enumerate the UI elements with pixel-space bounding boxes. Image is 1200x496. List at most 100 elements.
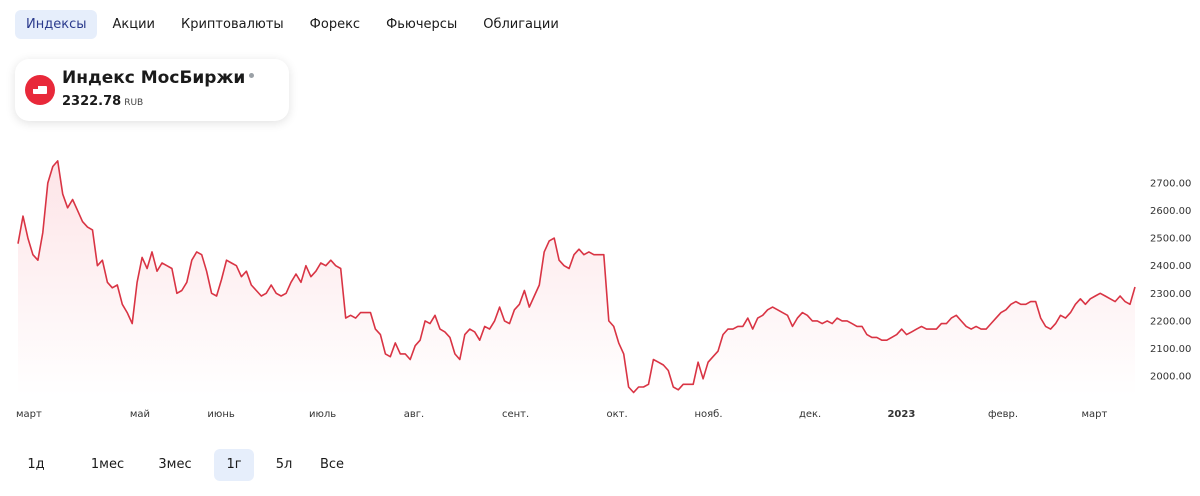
- chart-point: [157, 271, 158, 272]
- chart-point: [866, 334, 867, 335]
- tab-indices[interactable]: Индексы: [15, 10, 98, 39]
- period-1m-button[interactable]: 1мес: [90, 457, 125, 472]
- tab-futures[interactable]: Фьючерсы: [386, 17, 458, 32]
- chart-point: [32, 254, 33, 255]
- chart-point: [1015, 301, 1016, 302]
- chart-point: [1115, 301, 1116, 302]
- period-5y-button[interactable]: 5л: [275, 457, 293, 472]
- chart-point: [896, 334, 897, 335]
- chart-point: [226, 260, 227, 261]
- chart-point: [554, 238, 555, 239]
- tab-bonds[interactable]: Облигации: [483, 17, 559, 32]
- chart-point: [951, 318, 952, 319]
- period-all-button[interactable]: Все: [319, 457, 345, 472]
- chart-point: [678, 389, 679, 390]
- chart-point: [906, 334, 907, 335]
- chart-point: [499, 307, 500, 308]
- chart-point: [127, 312, 128, 313]
- chart-point: [176, 293, 177, 294]
- chart-point: [345, 318, 346, 319]
- chart-point: [842, 320, 843, 321]
- period-1y-button[interactable]: 1г: [214, 449, 254, 481]
- chart-point: [23, 216, 24, 217]
- chart-point: [708, 362, 709, 363]
- chart-point: [77, 210, 78, 211]
- chart-point: [524, 290, 525, 291]
- chart-point: [246, 271, 247, 272]
- chart-point: [633, 392, 634, 393]
- chart-point: [449, 337, 450, 338]
- x-tick-label: 2023: [887, 409, 915, 420]
- chart-point: [747, 318, 748, 319]
- chart-point: [966, 326, 967, 327]
- chart-point: [579, 249, 580, 250]
- chart-area: [18, 160, 1135, 396]
- chart-point: [97, 265, 98, 266]
- chart-point: [648, 384, 649, 385]
- chart-point: [47, 183, 48, 184]
- chart-point: [549, 240, 550, 241]
- instrument-currency: RUB: [124, 98, 144, 108]
- chart-point: [117, 285, 118, 286]
- tab-stocks[interactable]: Акции: [112, 17, 155, 32]
- chart-point: [464, 334, 465, 335]
- instrument-card[interactable]: Индекс МосБиржи 2322.78 RUB: [15, 59, 289, 121]
- chart-point: [593, 254, 594, 255]
- price-chart[interactable]: 2700.00 2600.00 2500.00 2400.00 2300.00 2200.…: [0, 0, 1200, 440]
- chart-point: [266, 293, 267, 294]
- y-tick-label: 2200.00: [1150, 316, 1191, 327]
- chart-point: [415, 345, 416, 346]
- chart-point: [936, 329, 937, 330]
- chart-point: [142, 257, 143, 258]
- chart-point: [812, 320, 813, 321]
- tab-forex[interactable]: Форекс: [309, 17, 361, 32]
- chart-point: [574, 254, 575, 255]
- chart-point: [534, 296, 535, 297]
- x-tick-label: дек.: [799, 409, 821, 420]
- chart-point: [370, 312, 371, 313]
- chart-point: [330, 260, 331, 261]
- chart-point: [256, 290, 257, 291]
- chart-point: [1095, 296, 1096, 297]
- chart-point: [827, 320, 828, 321]
- chart-point: [251, 285, 252, 286]
- chart-point: [539, 285, 540, 286]
- chart-point: [484, 326, 485, 327]
- chart-point: [564, 265, 565, 266]
- chart-point: [310, 276, 311, 277]
- chart-point: [132, 323, 133, 324]
- chart-point: [137, 282, 138, 283]
- chart-point: [514, 309, 515, 310]
- chart-point: [201, 254, 202, 255]
- period-3m-button[interactable]: 3мес: [158, 457, 192, 472]
- chart-point: [921, 326, 922, 327]
- x-tick-label: июль: [309, 409, 336, 420]
- chart-point: [236, 265, 237, 266]
- chart-point: [191, 260, 192, 261]
- chart-point: [430, 323, 431, 324]
- chart-point: [380, 334, 381, 335]
- period-1d-button[interactable]: 1д: [27, 457, 45, 472]
- chart-point: [276, 293, 277, 294]
- chart-point: [991, 323, 992, 324]
- chart-point: [241, 276, 242, 277]
- x-tick-label: март: [1081, 409, 1107, 420]
- chart-point: [792, 326, 793, 327]
- chart-point: [474, 331, 475, 332]
- chart-point: [847, 320, 848, 321]
- instrument-value-row: 2322.78 RUB: [62, 94, 143, 109]
- chart-point: [395, 342, 396, 343]
- chart-point: [459, 359, 460, 360]
- y-tick-label: 2700.00: [1150, 179, 1191, 190]
- moex-logo-icon: [25, 75, 55, 105]
- chart-point: [544, 251, 545, 252]
- x-tick-label: окт.: [607, 409, 628, 420]
- instrument-name-row: Индекс МосБиржи: [62, 68, 255, 88]
- chart-point: [469, 329, 470, 330]
- tab-crypto[interactable]: Криптовалюты: [180, 17, 284, 32]
- chart-point: [1080, 298, 1081, 299]
- chart-point: [603, 254, 604, 255]
- chart-point: [643, 387, 644, 388]
- chart-point: [638, 387, 639, 388]
